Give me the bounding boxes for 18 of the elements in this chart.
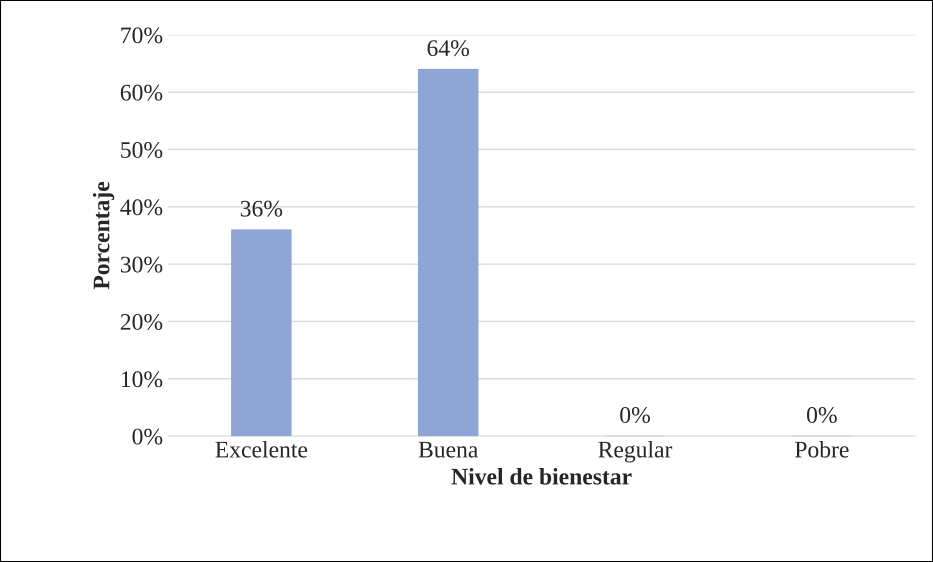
data-label: 36% bbox=[240, 200, 282, 217]
y-tick-label: 10% bbox=[122, 371, 162, 388]
y-tick-label: 40% bbox=[120, 199, 162, 216]
x-tick-label: Excelente bbox=[216, 440, 308, 458]
data-label: 0% bbox=[807, 407, 837, 424]
data-label: 64% bbox=[428, 40, 470, 56]
y-tick-label: 60% bbox=[120, 84, 162, 101]
x-axis-title: Nivel de bienestar bbox=[452, 468, 632, 485]
x-tick-label: Buena bbox=[418, 442, 478, 458]
y-axis-title: Porcentaje bbox=[92, 182, 114, 290]
y-tick-label: 0% bbox=[132, 428, 162, 445]
x-tick-label: Regular bbox=[598, 440, 672, 462]
y-tick-label: 50% bbox=[121, 142, 162, 158]
y-tick-label: 20% bbox=[120, 314, 162, 330]
y-tick-label: 70% bbox=[121, 27, 162, 44]
data-label: 0% bbox=[620, 407, 650, 424]
x-tick-label: Pobre bbox=[794, 440, 849, 458]
y-tick-label: 30% bbox=[120, 256, 162, 273]
